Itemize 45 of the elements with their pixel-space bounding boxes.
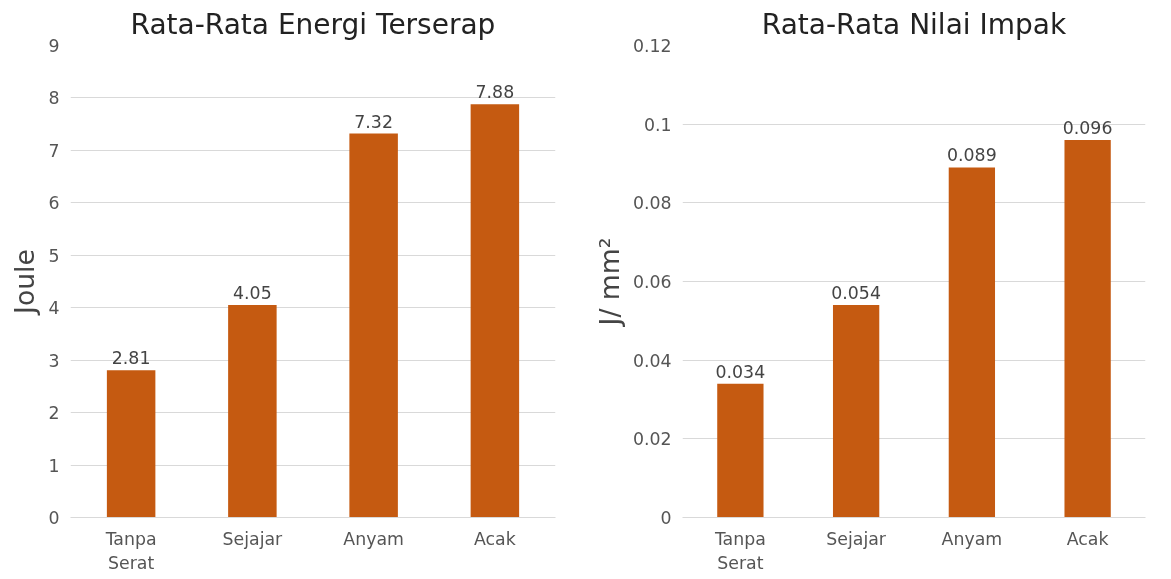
y-axis-title: J/ mm² bbox=[593, 237, 625, 328]
chart-title: Rata-Rata Nilai Impak bbox=[761, 7, 1067, 41]
y-tick-label: 7 bbox=[48, 140, 60, 161]
bar bbox=[349, 133, 398, 518]
bar bbox=[948, 167, 996, 518]
x-tick-label: Acak bbox=[1066, 528, 1109, 549]
y-tick-label: 1 bbox=[48, 455, 60, 476]
data-label: 0.089 bbox=[947, 145, 997, 166]
x-tick-label: Tanpa Serat bbox=[104, 528, 157, 573]
bar bbox=[717, 383, 764, 518]
data-label: 7.88 bbox=[475, 82, 515, 103]
y-tick-label: 4 bbox=[48, 298, 60, 319]
x-tick-label: Anyam bbox=[941, 528, 1003, 549]
bar bbox=[470, 104, 520, 518]
x-tick-label: Sejajar bbox=[222, 528, 284, 549]
bar bbox=[106, 370, 156, 518]
data-label: 0.096 bbox=[1062, 117, 1113, 138]
y-tick-label: 0 bbox=[48, 508, 60, 528]
chart-title: Rata-Rata Energi Terserap bbox=[130, 7, 496, 41]
y-tick-label: 2 bbox=[48, 403, 60, 424]
y-tick-label: 0.1 bbox=[643, 114, 672, 135]
x-tick-label: Sejajar bbox=[826, 528, 887, 549]
y-tick-label: 8 bbox=[48, 88, 60, 109]
y-tick-label: 0.06 bbox=[632, 272, 672, 292]
y-tick-label: 5 bbox=[48, 245, 60, 266]
x-tick-label: Acak bbox=[474, 528, 516, 549]
bar bbox=[228, 305, 277, 518]
data-label: 2.81 bbox=[111, 348, 151, 369]
data-label: 0.034 bbox=[715, 361, 766, 382]
y-tick-label: 0.04 bbox=[632, 350, 672, 371]
bar bbox=[1064, 139, 1111, 518]
y-tick-label: 0 bbox=[660, 508, 672, 528]
y-tick-label: 6 bbox=[48, 193, 60, 214]
y-tick-label: 9 bbox=[48, 36, 60, 56]
y-tick-label: 0.08 bbox=[632, 193, 672, 214]
x-tick-label: Anyam bbox=[343, 528, 404, 549]
y-tick-label: 3 bbox=[48, 350, 60, 371]
data-label: 7.32 bbox=[354, 111, 393, 132]
data-label: 0.054 bbox=[831, 283, 881, 304]
bar bbox=[832, 305, 880, 518]
x-tick-label: Tanpa Serat bbox=[713, 528, 766, 573]
y-axis-title: Joule bbox=[9, 249, 41, 316]
data-label: 4.05 bbox=[233, 283, 272, 304]
y-tick-label: 0.12 bbox=[632, 36, 672, 56]
y-tick-label: 0.02 bbox=[632, 429, 672, 450]
